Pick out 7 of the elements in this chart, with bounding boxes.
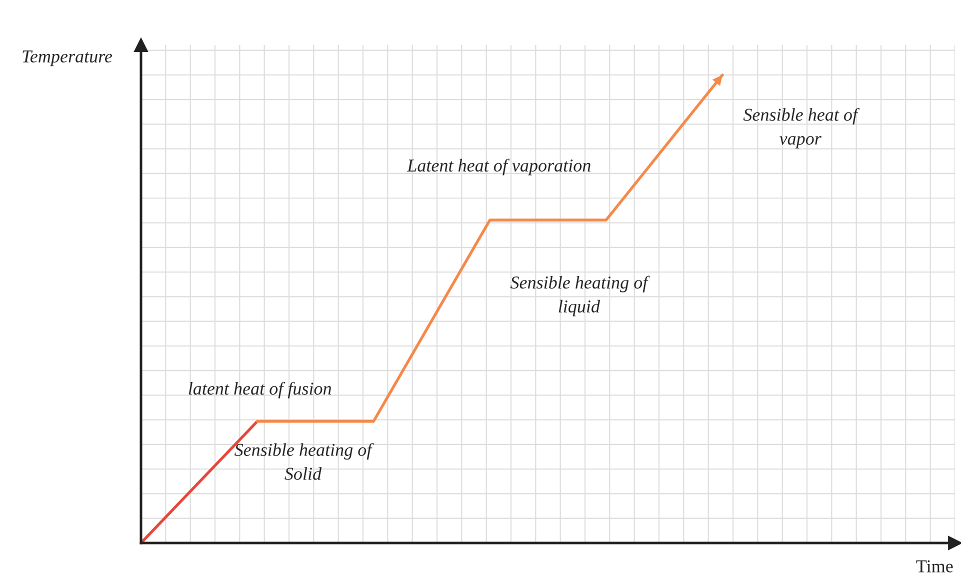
annotation: Latent heat of vaporation — [406, 158, 590, 176]
annotation: Sensible heating of Solid — [234, 443, 374, 480]
annotation: Sensible heating of liquid — [510, 276, 650, 316]
annotation: latent heat of fusion — [188, 382, 332, 398]
y-axis-title: Temperature — [22, 50, 112, 66]
annotation: Sensible heat of vapor — [743, 108, 860, 148]
text: Time — [916, 560, 953, 572]
